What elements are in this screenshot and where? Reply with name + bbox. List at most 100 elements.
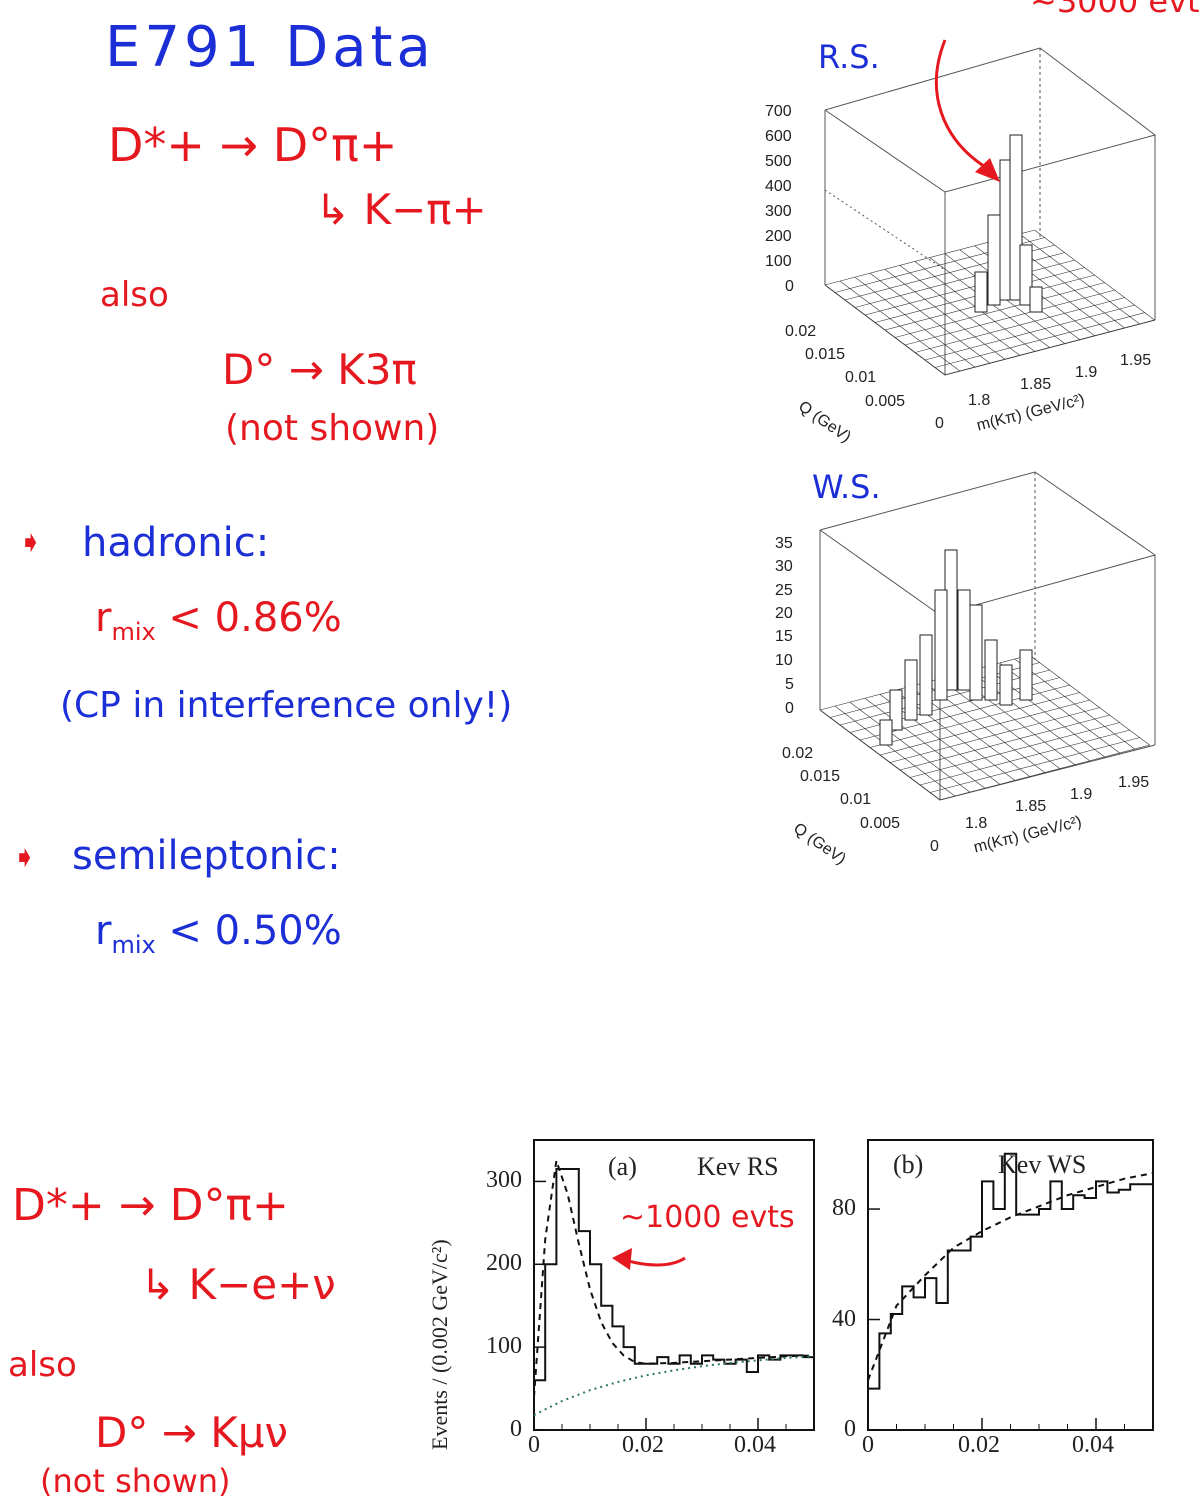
rs-lego-surface [824,134,1156,376]
lego-bar [974,271,988,313]
y-tick-label: 100 [486,1333,522,1360]
y-tick-label: 0 [510,1416,522,1442]
rs-ztick: 700 [765,103,792,120]
rs-qtick: 0.02 [785,323,817,340]
ws-mtick: 1.9 [1070,786,1093,803]
rs-mtick: 1.85 [1020,376,1052,393]
hadronic-label: hadronic: [82,520,270,566]
lego-grid-line [859,684,1071,741]
lego-grid-line [999,662,1121,754]
x-tick-label: 0 [528,1432,540,1458]
lego-grid-line [819,654,1031,711]
lego-grid-line [969,670,1091,762]
also-label-2: also [8,1345,77,1385]
rs-ztick: 600 [765,128,792,145]
y-tick-label: 0 [844,1416,856,1442]
lego-grid-line [879,699,1091,756]
arrow-bullet-icon: ➧ [12,840,38,875]
lego-bar [957,589,971,691]
semileptonic-limit-value: < 0.50% [168,908,342,954]
lego-bar [1019,244,1033,306]
panel-b-title: Kev WS [998,1150,1087,1179]
lego-grid-line [874,267,1086,323]
ws-qtick: 0 [930,838,939,855]
lego-grid-line [1034,230,1156,321]
x-tick-label: 0.04 [734,1432,776,1458]
lego-grid-line [894,282,1106,338]
not-shown-note-2: (not shown) [40,1462,231,1500]
lego-grid-line [899,714,1111,771]
ws-qtick: 0.01 [840,791,872,808]
hadronic-limit-value: < 0.86% [168,595,342,641]
lego-bar [1029,286,1043,313]
lego-grid-line [849,701,971,793]
ws-mtick: 1.8 [965,815,988,832]
lego-bar [969,604,983,701]
histogram-series [868,1152,1153,1390]
lego-bar [904,659,918,721]
rs-ztick: 400 [765,178,792,195]
rs-mtick: 1.8 [968,392,991,409]
lego-grid-line [864,698,986,789]
lego-grid-line [864,259,1076,316]
lego-grid-line [1014,659,1136,750]
rs-m-axis-label: m(Kπ) (GeV/c²) [975,391,1087,435]
rs-lego-frame [824,47,1157,376]
ws-ztick: 10 [775,652,793,669]
lego-grid-line [929,257,1051,348]
arrow-bullet-icon: ➧ [18,525,44,560]
rs-arrowhead [975,158,1000,182]
lego-grid-line [934,312,1146,368]
lego-grid-line [854,276,976,368]
lego-grid-line [829,662,1041,718]
x-tick-label: 0.02 [958,1432,1000,1458]
lego-grid-line [879,694,1001,785]
panel-a-title: Kev RS [697,1152,779,1181]
rs-mtick: 1.9 [1075,364,1098,381]
x-tick-label: 0 [862,1432,874,1458]
decay-d0-kpi: ↳ K−π+ [315,185,487,234]
lego-grid-line [849,677,1061,733]
lego-grid-line [909,686,1031,777]
panel-a-arrow [624,1256,686,1267]
also-label: also [100,275,169,315]
rs-ztick: 500 [765,153,792,170]
lego-grid-line [1029,655,1151,746]
lego-grid-line [839,669,1051,726]
lego-grid-line [944,253,1066,345]
lego-grid-line [834,237,1046,293]
lego-grid-line [909,722,1121,778]
rs-ztick: 300 [765,203,792,220]
decay-dstar-semileptonic: D*+ → D°π+ [12,1180,289,1231]
rs-qtick: 0 [935,415,944,432]
decay-dstar-kpi: D*+ → D°π+ [108,118,398,172]
fit-curve [867,1172,1154,1381]
rs-mtick: 1.95 [1120,352,1152,369]
lego-bar [889,689,903,731]
lego-grid-line [914,261,1036,352]
panel-frame [533,1139,815,1431]
lego-grid-line [929,737,1141,793]
ws-m-axis-label: m(Kπ) (GeV/c²) [972,813,1084,857]
decay-d0-kenu: ↳ K−e+ν [140,1260,336,1309]
hadronic-limit: rmix < 0.86% [95,595,342,646]
x-tick-label: 0.02 [622,1432,664,1458]
lego-bar [879,719,893,746]
ws-ztick: 5 [785,676,794,693]
lego-grid-line [839,280,961,372]
panel-a-arrowhead [612,1248,632,1270]
lego-grid-line [889,707,1101,763]
y-tick-label: 40 [832,1305,856,1332]
rs-ztick: 200 [765,228,792,245]
semileptonic-limit: rmix < 0.50% [95,908,342,959]
lego-grid-line [954,674,1076,766]
ws-ztick: 0 [785,700,794,717]
lego-grid-line [1004,237,1126,329]
top-event-annotation: ~3000 evts [1030,0,1200,20]
lego-grid-line [914,297,1126,353]
ws-q-axis-label: Q (GeV) [790,820,849,869]
rs-ztick: 100 [765,253,792,270]
rs-arrow [934,39,991,172]
lego-grid-line [989,241,1111,333]
lego-grid-line [869,692,1081,748]
